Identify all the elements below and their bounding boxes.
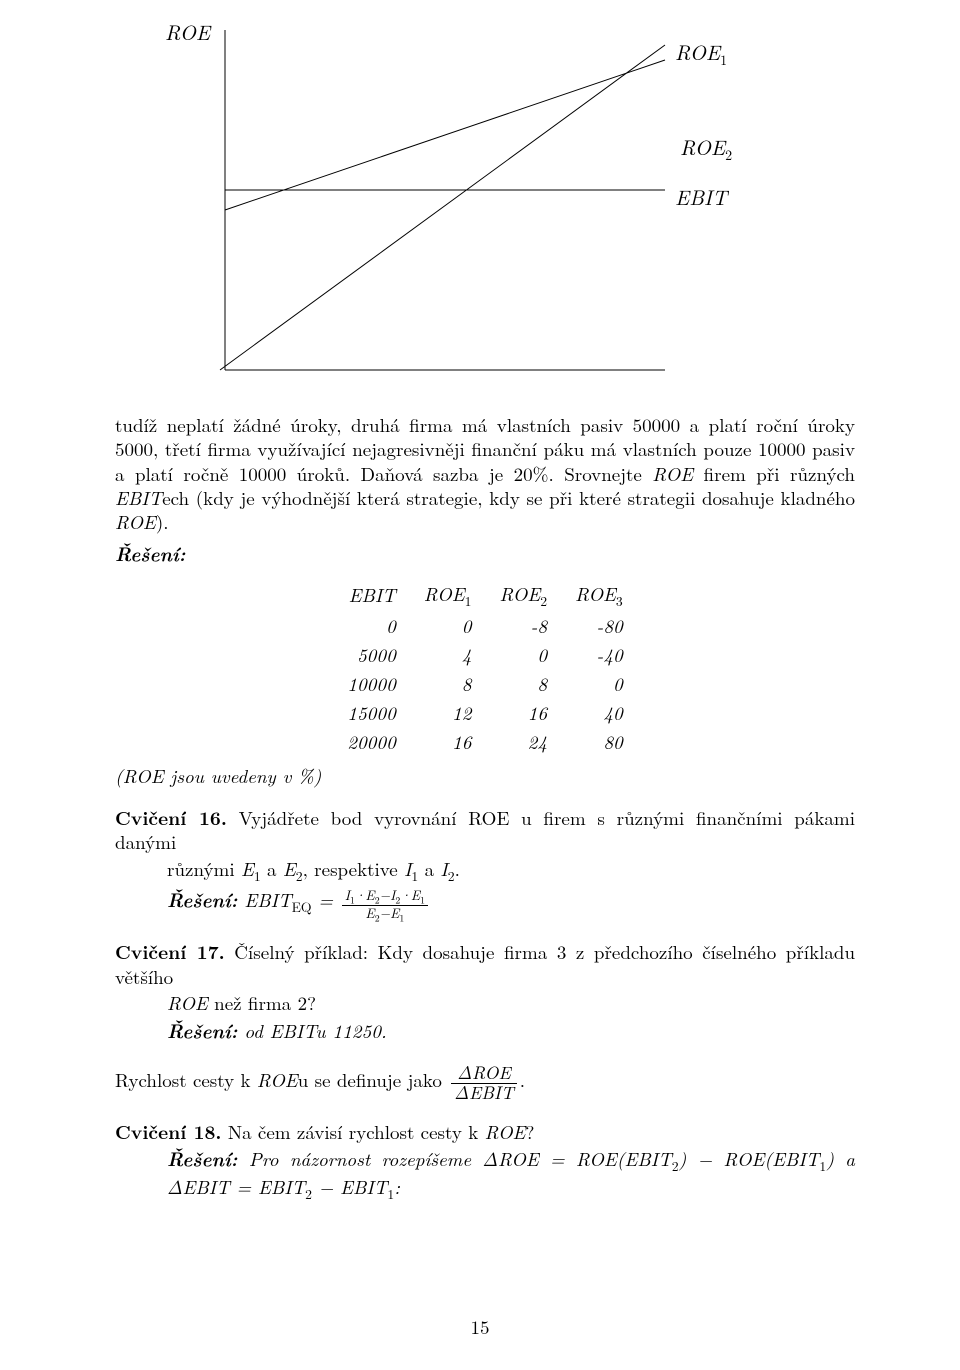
table-note: (ROE jsou uvedeny v %) xyxy=(115,762,855,789)
table-cell: 40 xyxy=(561,698,637,727)
chart-line2-label: ROE2 xyxy=(680,132,732,165)
table-cell: 0 xyxy=(333,611,410,640)
table-cell: 15000 xyxy=(333,698,410,727)
chart-line1-label: ROE1 xyxy=(675,37,727,70)
table-cell: 8 xyxy=(485,669,561,698)
solution-label: Řešení: xyxy=(167,885,238,913)
table-cell: 80 xyxy=(561,727,637,756)
table-row: 15000 12 16 40 xyxy=(333,698,637,727)
table-cell: 10000 xyxy=(333,669,410,698)
exercise-17-text: ROE než firma 2? xyxy=(167,991,855,1016)
exercise-17: Cvičení 17. Číselný příklad: Kdy dosahuj… xyxy=(115,939,855,1044)
table-row: 0 0 -8 -80 xyxy=(333,611,637,640)
table-cell: 8 xyxy=(410,669,486,698)
table-cell: 4 xyxy=(410,640,486,669)
text-fragment: u se definuje jako xyxy=(298,1066,449,1093)
solution-label-intro: Řešení: xyxy=(115,541,855,565)
exercise-16-solution: Řešení: EBITEQ = I1·E2−I2·E1 E2−E1 xyxy=(167,887,855,923)
table-cell: 0 xyxy=(410,611,486,640)
table-cell: 0 xyxy=(485,640,561,669)
table-cell: -80 xyxy=(561,611,637,640)
exercise-18: Cvičení 18. Na čem závisí rychlost cesty… xyxy=(115,1119,855,1203)
exercise-17-solution: Řešení: od EBITu 11250. xyxy=(167,1018,855,1044)
roe-chart: ROE ROE1 ROE2 EBIT xyxy=(125,10,745,390)
table-cell: 20000 xyxy=(333,727,410,756)
table-header-row: EBIT ROE1 ROE2 ROE3 xyxy=(333,579,637,611)
table-cell: -8 xyxy=(485,611,561,640)
table-cell: 5000 xyxy=(333,640,410,669)
solution-label: Řešení: xyxy=(167,1016,238,1044)
exercise-label: Cvičení 18. xyxy=(115,1117,222,1145)
chart-container: ROE ROE1 ROE2 EBIT xyxy=(125,10,745,395)
exercise-18-solution: Řešení: Pro názornost rozepíšeme ΔROE = … xyxy=(167,1146,855,1202)
table-cell: 16 xyxy=(485,698,561,727)
table-cell: 0 xyxy=(561,669,637,698)
table-cell: 16 xyxy=(410,727,486,756)
exercise-16: Cvičení 16. Vyjádřete bod vyrovnání ROE … xyxy=(115,805,855,923)
intro-paragraph: tudíž neplatí žádné úroky, druhá firma m… xyxy=(115,413,855,565)
text-fragment: Rychlost cesty k xyxy=(115,1066,257,1093)
table-header: EBIT xyxy=(333,579,410,611)
fraction: I1·E2−I2·E1 E2−E1 xyxy=(342,888,428,923)
table-header: ROE3 xyxy=(561,579,637,611)
definition-sentence: Rychlost cesty k ROEu se definuje jako Δ… xyxy=(115,1064,855,1103)
table-header: ROE2 xyxy=(485,579,561,611)
table-row: 5000 4 0 -40 xyxy=(333,640,637,669)
table-header: ROE1 xyxy=(410,579,486,611)
table-cell: -40 xyxy=(561,640,637,669)
exercise-16-text: různými E1 a E2, respektive I1 a I2. xyxy=(167,857,855,885)
table-cell: 12 xyxy=(410,698,486,727)
math-symbol: ROE xyxy=(257,1066,298,1093)
solution-text: od EBITu 11250. xyxy=(244,1017,386,1044)
exercise-label: Cvičení 17. xyxy=(115,937,225,965)
chart-y-axis-label: ROE xyxy=(165,17,212,47)
page: ROE ROE1 ROE2 EBIT tudíž neplatí žádné ú… xyxy=(0,10,960,1370)
table-row: 20000 16 24 80 xyxy=(333,727,637,756)
roe-table: EBIT ROE1 ROE2 ROE3 0 0 -8 -80 5000 4 0 … xyxy=(333,579,637,756)
chart-x-axis-label: EBIT xyxy=(675,182,729,212)
table-cell: 24 xyxy=(485,727,561,756)
fraction: ΔROE ΔEBIT xyxy=(451,1064,517,1103)
table-row: 10000 8 8 0 xyxy=(333,669,637,698)
page-number: 15 xyxy=(0,1313,960,1340)
exercise-label: Cvičení 16. xyxy=(115,803,227,831)
solution-label: Řešení: xyxy=(167,1144,238,1172)
